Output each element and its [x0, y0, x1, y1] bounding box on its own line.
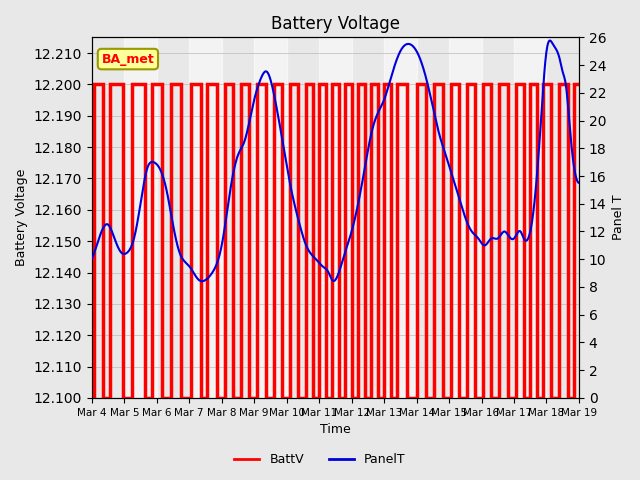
Bar: [384, 37, 417, 398]
Y-axis label: Battery Voltage: Battery Voltage: [15, 169, 28, 266]
Bar: [319, 37, 351, 398]
Bar: [189, 37, 221, 398]
Title: Battery Voltage: Battery Voltage: [271, 15, 400, 33]
Bar: [124, 37, 157, 398]
Text: BA_met: BA_met: [102, 53, 154, 66]
Y-axis label: Panel T: Panel T: [612, 195, 625, 240]
Bar: [449, 37, 481, 398]
Bar: [514, 37, 547, 398]
Legend: BattV, PanelT: BattV, PanelT: [229, 448, 411, 471]
X-axis label: Time: Time: [320, 423, 351, 436]
Bar: [254, 37, 287, 398]
